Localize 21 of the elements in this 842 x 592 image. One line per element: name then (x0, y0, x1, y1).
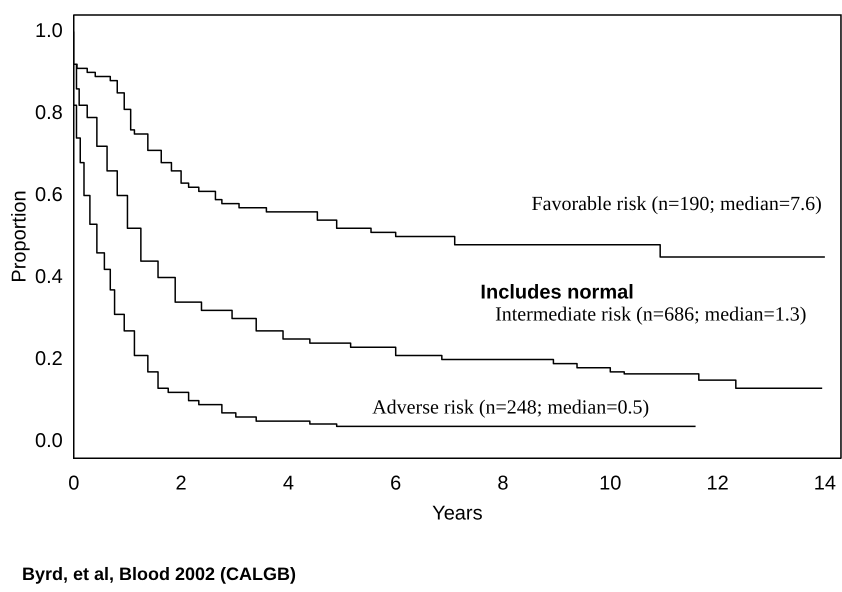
y-tick-label: 1.0 (34, 20, 63, 42)
x-tick-label: 12 (706, 472, 729, 495)
x-tick-label: 6 (390, 472, 402, 495)
x-tick-label: 4 (282, 472, 294, 495)
x-tick-label: 0 (68, 472, 80, 495)
x-axis-title: Years (432, 502, 483, 525)
x-tick-label: 14 (814, 472, 836, 495)
text: Byrd, et al, Blood 2002 (CALGB) (22, 564, 296, 584)
y-axis-title: Proportion (8, 190, 31, 283)
series-label: Adverse risk (n=248; median=0.5) (372, 396, 650, 419)
x-tick-label: 10 (599, 472, 622, 495)
y-tick-label: 0.2 (34, 348, 63, 370)
y-tick-label: 0.6 (34, 184, 63, 206)
y-tick-label: 0.4 (34, 266, 63, 288)
x-tick-label: 2 (176, 472, 187, 495)
series-label: Intermediate risk (n=686; median=1.3) (495, 304, 806, 326)
x-tick-label: 8 (497, 472, 509, 495)
annotation: Includes normal (480, 282, 634, 304)
y-tick-label: 0.8 (34, 102, 63, 124)
series-label: Favorable risk (n=190; median=7.6) (532, 192, 822, 215)
y-tick-label: 0.0 (34, 430, 63, 452)
